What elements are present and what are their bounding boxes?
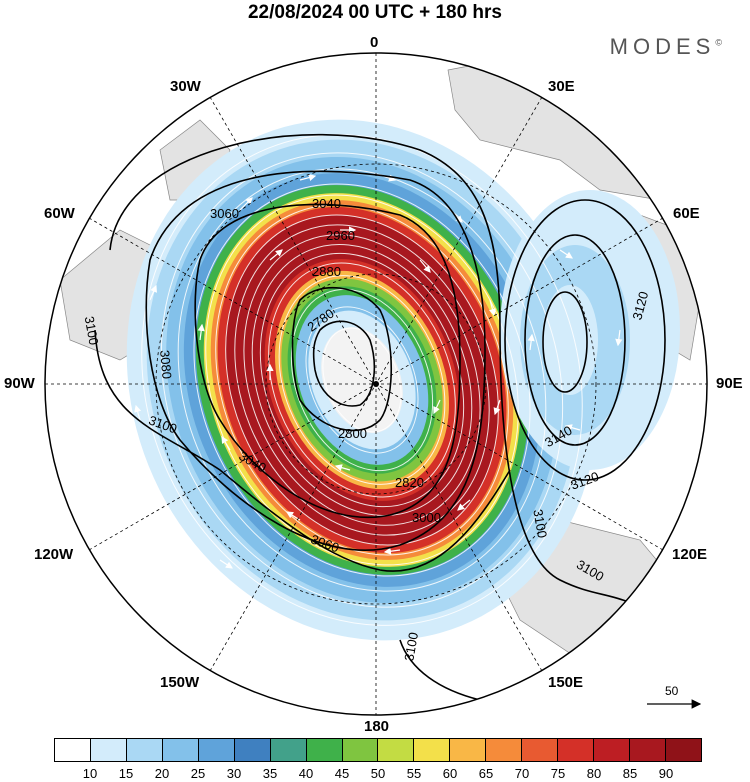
colorbar-cell bbox=[665, 739, 701, 761]
colorbar-tick-label: 35 bbox=[262, 766, 278, 781]
contour-label: 3120 bbox=[629, 290, 651, 322]
streamline-arrows bbox=[134, 149, 623, 569]
colorbar-tick-label: 85 bbox=[622, 766, 638, 781]
lon-label-60e: 60E bbox=[673, 205, 700, 222]
colorbar-cell bbox=[198, 739, 235, 761]
colorbar-cell bbox=[630, 739, 666, 761]
colorbar-tick-label: 25 bbox=[190, 766, 206, 781]
map-boundary bbox=[44, 52, 708, 716]
map-title: 22/08/2024 00 UTC + 180 hrs bbox=[247, 2, 503, 23]
contour-label: 3100 bbox=[401, 631, 421, 662]
contour-label: 2960 bbox=[326, 228, 355, 243]
brand-logo: MODES© bbox=[610, 34, 722, 60]
colorbar-cell bbox=[342, 739, 379, 761]
lon-label-30w: 30W bbox=[170, 78, 201, 95]
colorbar-cell bbox=[270, 739, 307, 761]
contour-label: 2880 bbox=[312, 264, 341, 279]
contour-label: 3040 bbox=[312, 196, 341, 211]
colorbar-cell bbox=[234, 739, 271, 761]
contour-label: 3100 bbox=[82, 315, 102, 346]
colorbar-tick-label: 60 bbox=[442, 766, 458, 781]
colorbar-tick-label: 50 bbox=[370, 766, 386, 781]
colorbar-tick-label: 65 bbox=[478, 766, 494, 781]
geopotential-contours bbox=[94, 133, 666, 709]
map-disk bbox=[45, 53, 707, 715]
colorbar-tick-label: 15 bbox=[118, 766, 134, 781]
colorbar-cell bbox=[90, 739, 127, 761]
colorbar-cell bbox=[450, 739, 487, 761]
colorbar-cell bbox=[126, 739, 163, 761]
contour-label: 2800 bbox=[338, 426, 367, 441]
lon-label-90e: 90E bbox=[716, 375, 743, 392]
contour-label: 3100 bbox=[530, 508, 550, 539]
contour-label: 3060 bbox=[210, 206, 239, 221]
colorbar-cell bbox=[378, 739, 415, 761]
colorbar-cell bbox=[55, 739, 91, 761]
colorbar-tick-label: 20 bbox=[154, 766, 170, 781]
lon-label-90w: 90W bbox=[4, 375, 35, 392]
lon-label-60w: 60W bbox=[44, 205, 75, 222]
lon-label-30e: 30E bbox=[548, 78, 575, 95]
colorbar-ticks: 10 15 20 25 30 35 40 45 50 55 60 65 70 75 80 85 90 bbox=[54, 766, 702, 782]
colorbar bbox=[54, 738, 702, 762]
colorbar-tick-label: 70 bbox=[514, 766, 530, 781]
brand-text: MODES bbox=[609, 34, 716, 59]
reference-vector-label: 50 bbox=[665, 684, 679, 698]
contour-label: 3000 bbox=[412, 510, 441, 525]
pole-marker bbox=[373, 381, 379, 387]
lon-label-120e: 120E bbox=[672, 546, 708, 563]
colorbar-cell bbox=[306, 739, 343, 761]
colorbar-cell bbox=[162, 739, 199, 761]
colorbar-tick-label: 45 bbox=[334, 766, 350, 781]
contour-label: 2820 bbox=[395, 475, 424, 490]
lon-label-150e: 150E bbox=[548, 674, 584, 691]
colorbar-tick-label: 30 bbox=[226, 766, 242, 781]
copyright-mark: © bbox=[715, 37, 722, 48]
colorbar-cell bbox=[558, 739, 595, 761]
lon-label-180: 180 bbox=[364, 718, 390, 735]
colorbar-cell bbox=[594, 739, 630, 761]
contour-labels: 3100 3080 3060 3040 2960 2880 2780 2800 … bbox=[82, 196, 652, 662]
secondary-jet-shading bbox=[500, 190, 680, 470]
lon-label-0: 0 bbox=[370, 34, 379, 51]
colorbar-tick-label: 90 bbox=[658, 766, 674, 781]
colorbar-cell bbox=[522, 739, 559, 761]
colorbar-tick-label: 10 bbox=[82, 766, 98, 781]
colorbar-cell bbox=[486, 739, 523, 761]
lon-label-150w: 150W bbox=[160, 674, 200, 691]
contour-label: 3080 bbox=[157, 349, 174, 379]
colorbar-tick-label: 80 bbox=[586, 766, 602, 781]
colorbar-tick-label: 40 bbox=[298, 766, 314, 781]
colorbar-tick-label: 75 bbox=[550, 766, 566, 781]
colorbar-cell bbox=[414, 739, 451, 761]
lon-label-120w: 120W bbox=[34, 546, 74, 563]
colorbar-tick-label: 55 bbox=[406, 766, 422, 781]
